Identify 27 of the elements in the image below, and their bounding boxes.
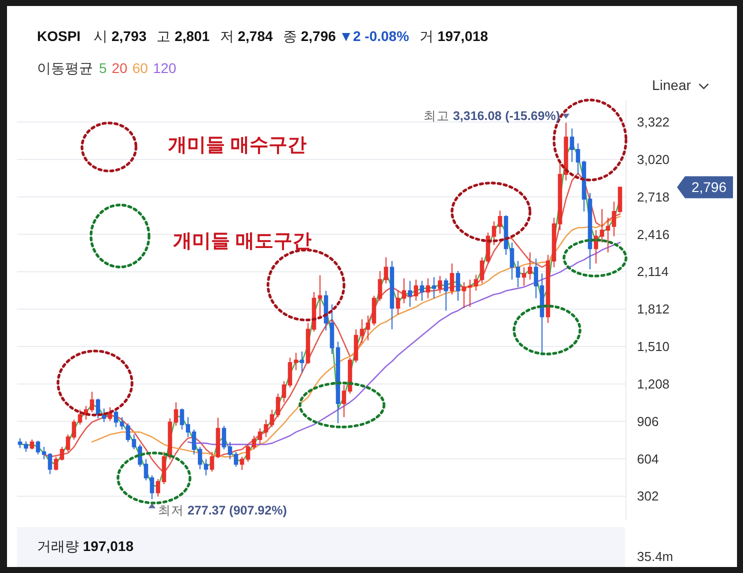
- header-change: ▼2 -0.08%: [339, 28, 410, 44]
- header-item: 거 197,018: [420, 28, 488, 44]
- y-tick-label: 1,208: [637, 376, 670, 392]
- volume-tick-label: 35.4m: [637, 549, 674, 564]
- y-tick-label: 3,322: [637, 114, 670, 130]
- y-tick-label: 3,020: [637, 152, 670, 167]
- y-tick-label: 1,510: [637, 339, 670, 354]
- y-tick-label: 906: [637, 414, 659, 429]
- header-item: 저 2,784: [220, 28, 273, 44]
- last-price-label: 2,796: [691, 179, 727, 196]
- low-label: 최저 277.37 (907.92%): [158, 503, 287, 518]
- y-tick-label: 604: [637, 451, 659, 466]
- legend: 이동평균 5 20 60 120: [37, 60, 176, 76]
- header-item: 시 2,793: [94, 28, 147, 44]
- y-tick-label: 1,812: [637, 302, 670, 317]
- title: KOSPI: [37, 28, 81, 44]
- header-item: 고 2,801: [156, 28, 210, 44]
- high-label: 최고 3,316.08 (-15.69%): [424, 108, 560, 123]
- y-tick-label: 2,416: [637, 226, 670, 242]
- y-tick-label: 302: [637, 488, 659, 504]
- volume-label: 거래량 197,018: [37, 538, 134, 554]
- y-tick-label: 2,718: [637, 189, 670, 204]
- scale-label: Linear: [652, 77, 691, 93]
- y-tick-label: 2,114: [637, 264, 669, 280]
- zone-key-label: 개미들 매수구간: [168, 135, 306, 156]
- zone-key-label: 개미들 매도구간: [173, 231, 312, 252]
- header-item: 종 2,796: [283, 28, 336, 44]
